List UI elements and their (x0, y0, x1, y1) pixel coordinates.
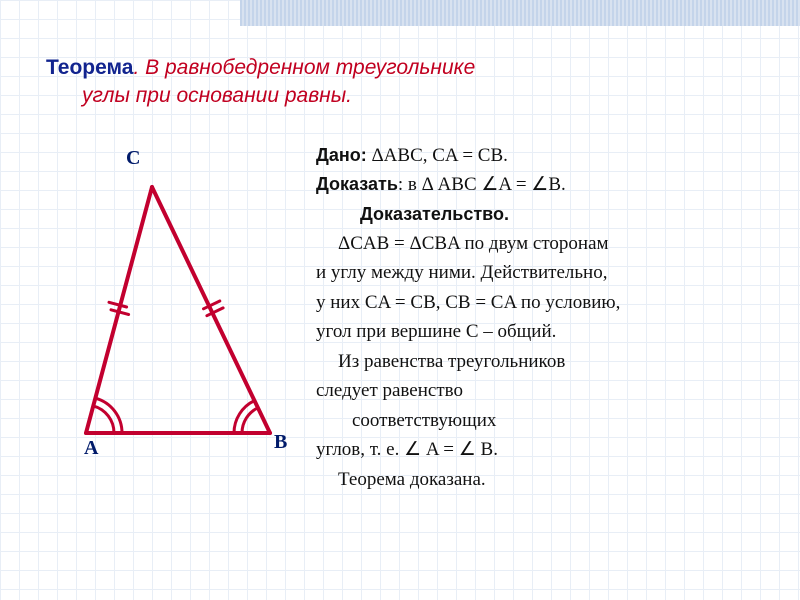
proof-line-6a-t: следует равенство (316, 380, 463, 401)
vertex-label-b: B (274, 431, 287, 454)
prove-keyword: Доказать (316, 174, 398, 194)
theorem-text-1: . В равнобедренном треугольнике (133, 56, 475, 79)
given-text: ΔABC, CA = CB. (367, 145, 508, 166)
proof-line-7: углов, т. е. ∠ A = ∠ B. (316, 435, 770, 464)
proof-heading: Доказательство. (360, 204, 509, 224)
proof-line-8: Теорема доказана. (316, 465, 770, 494)
proof-line-1: ΔCAB = ΔCBA по двум сторонам (316, 229, 770, 258)
header-stripe (240, 0, 800, 26)
triangle-figure: C A B (46, 141, 316, 471)
given-keyword: Дано: (316, 145, 367, 165)
proof-line-3: у них CA = CB, CB = CA по условию, (316, 288, 770, 317)
triangle-svg (46, 151, 316, 471)
proof-line-4: угол при вершине C – общий. (316, 317, 770, 346)
proof-line-6a: следует равенство (316, 376, 770, 405)
body-area: C A B Дано: ΔABC, CA = CB. Доказать: в Δ… (46, 141, 770, 494)
vertex-label-c: C (126, 147, 140, 170)
theorem-statement: Теорема. В равнобедренном треугольнике у… (46, 54, 770, 111)
proof-text: Дано: ΔABC, CA = CB. Доказать: в Δ ABC ∠… (316, 141, 770, 494)
proof-line-6b: соответствующих (316, 406, 770, 435)
theorem-keyword: Теорема (46, 56, 133, 79)
prove-text: : в Δ ABC ∠A = ∠B. (398, 174, 566, 195)
theorem-text-2: углы при основании равны. (46, 84, 352, 107)
proof-line-5: Из равенства треугольников (316, 347, 770, 376)
proof-line-2: и углу между ними. Действительно, (316, 258, 770, 287)
slide-content: Теорема. В равнобедренном треугольнике у… (46, 54, 770, 494)
vertex-label-a: A (84, 437, 98, 460)
